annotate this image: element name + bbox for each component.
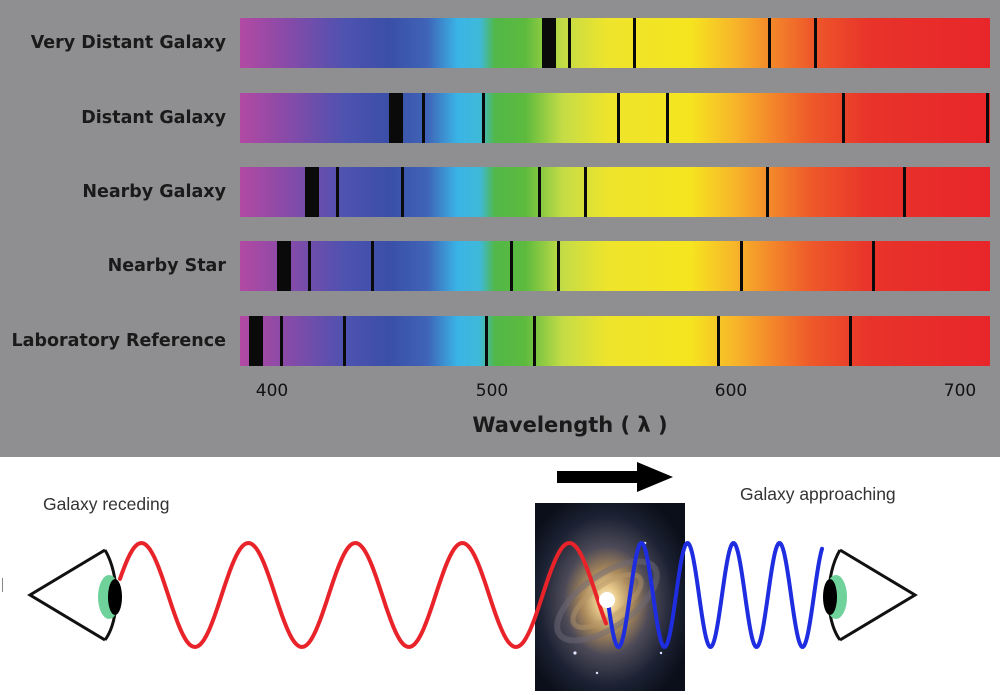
absorption-line [249,316,264,366]
tick-label-400: 400 [255,381,289,401]
spectrum-label: Distant Galaxy [81,108,226,128]
absorption-line [342,316,346,366]
receding-label: Galaxy receding [43,494,170,514]
spectrum-strip [240,316,990,366]
absorption-line [538,167,542,217]
tick-label-700: 700 [943,381,977,401]
spectrum-strip [240,167,990,217]
absorption-line [533,316,537,366]
spectrum-label: Nearby Galaxy [82,182,226,202]
absorption-line [541,18,556,68]
absorption-line [304,167,319,217]
absorption-line [421,93,425,143]
tick-label-600: 600 [714,381,748,401]
absorption-line [388,93,403,143]
source-point [599,592,615,608]
absorption-line [814,18,818,68]
absorption-line [765,167,769,217]
right-eye-icon [823,548,918,642]
absorption-line [902,167,906,217]
absorption-line [568,18,572,68]
blueshift-wave [605,541,824,649]
absorption-line [767,18,771,68]
edge-mark [2,578,3,592]
absorption-line [277,241,292,291]
absorption-line [849,316,853,366]
tick-label-500: 500 [475,381,509,401]
absorption-line [336,167,340,217]
absorption-line [556,241,560,291]
absorption-line [401,167,405,217]
absorption-line [872,241,876,291]
absorption-line [633,18,637,68]
absorption-line [740,241,744,291]
spectrum-strip [240,93,990,143]
motion-arrow-icon [557,462,673,492]
spectra-panel: Very Distant Galaxy Distant Galaxy Nearby … [0,0,1000,457]
absorption-line [370,241,374,291]
absorption-line [510,241,514,291]
absorption-line [616,93,620,143]
absorption-line [842,93,846,143]
spectrum-label: Laboratory Reference [11,331,227,351]
absorption-line [584,167,588,217]
galaxy-image [535,503,685,691]
left-eye-icon [27,548,122,642]
redshift-wave [118,540,608,650]
spectrum-strip [240,241,990,291]
absorption-line [716,316,720,366]
absorption-line [986,93,990,143]
axis-title: Wavelength ( λ ) [472,413,668,437]
absorption-line [665,93,669,143]
spectrum-label: Very Distant Galaxy [30,33,226,53]
absorption-line [482,93,486,143]
absorption-line [484,316,488,366]
waves-diagram [118,540,824,650]
spectrum-strip [240,18,990,68]
spectrum-label: Nearby Star [107,256,226,276]
absorption-line [280,316,284,366]
approaching-label: Galaxy approaching [740,484,896,504]
absorption-line [308,241,312,291]
